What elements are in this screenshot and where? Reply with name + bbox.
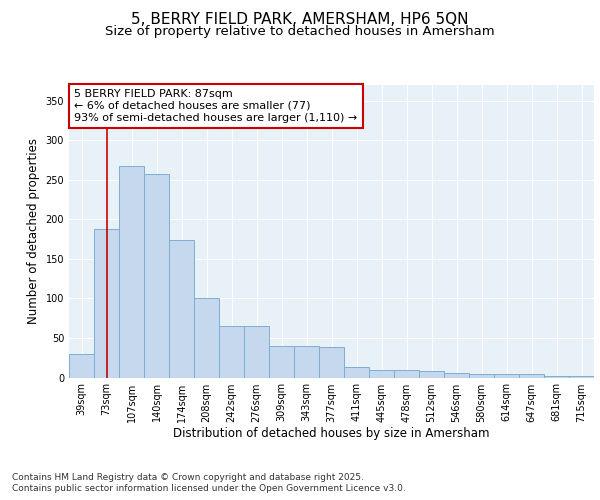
Bar [544, 376, 569, 378]
Text: Contains HM Land Registry data © Crown copyright and database right 2025.: Contains HM Land Registry data © Crown c… [12, 472, 364, 482]
Bar [169, 240, 194, 378]
Text: Contains public sector information licensed under the Open Government Licence v3: Contains public sector information licen… [12, 484, 406, 493]
Bar [344, 367, 369, 378]
X-axis label: Distribution of detached houses by size in Amersham: Distribution of detached houses by size … [173, 428, 490, 440]
Bar [219, 326, 244, 378]
Text: Size of property relative to detached houses in Amersham: Size of property relative to detached ho… [105, 25, 495, 38]
Bar [244, 326, 269, 378]
Text: 5, BERRY FIELD PARK, AMERSHAM, HP6 5QN: 5, BERRY FIELD PARK, AMERSHAM, HP6 5QN [131, 12, 469, 28]
Bar [144, 174, 169, 378]
Bar [369, 370, 394, 378]
Bar [444, 373, 469, 378]
Bar [569, 376, 594, 378]
Bar [519, 374, 544, 378]
Bar [394, 370, 419, 378]
Y-axis label: Number of detached properties: Number of detached properties [27, 138, 40, 324]
Bar [69, 354, 94, 378]
Bar [319, 348, 344, 378]
Bar [94, 229, 119, 378]
Bar [469, 374, 494, 378]
Bar [269, 346, 294, 378]
Bar [419, 371, 444, 378]
Bar [294, 346, 319, 378]
Bar [119, 166, 144, 378]
Text: 5 BERRY FIELD PARK: 87sqm
← 6% of detached houses are smaller (77)
93% of semi-d: 5 BERRY FIELD PARK: 87sqm ← 6% of detach… [74, 90, 358, 122]
Bar [494, 374, 519, 378]
Bar [194, 298, 219, 378]
